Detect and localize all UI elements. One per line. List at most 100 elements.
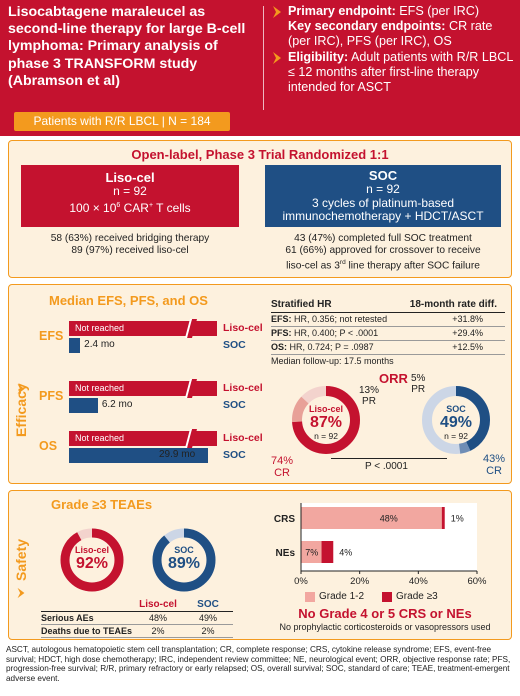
abbreviations-footnote: ASCT, autologous hematopoietic stem cell…	[6, 645, 511, 683]
trial-title: Open-label, Phase 3 Trial Randomized 1:1	[131, 147, 389, 162]
soc-bar	[69, 448, 209, 463]
orr-liso-pr: 13% PR	[359, 385, 380, 407]
liso-cel-label: Liso-cel	[223, 432, 263, 444]
teae-soc-donut	[152, 528, 216, 592]
liso-cel-bar: Not reached	[69, 431, 217, 446]
endpoint-label: EFS	[39, 329, 64, 343]
page-title: Lisocabtagene maraleucel as second-line …	[8, 4, 246, 89]
orr-soc-text: SOC 49% n = 92	[439, 404, 473, 441]
soc-label: SOC	[223, 339, 246, 351]
orr-liso-text: Liso-cel 87% n = 92	[308, 404, 343, 441]
population-pill: Patients with R/R LBCL | N = 184	[14, 112, 230, 131]
efficacy-box: Efficacy Median EFS, PFS, and OS EFS Not …	[8, 284, 512, 484]
soc-notes: 43 (47%) completed full SOC treatment 61…	[261, 233, 505, 273]
orr-pr-arc	[292, 386, 360, 454]
arm-soc: SOC n = 92 3 cycles of platinum-based im…	[265, 165, 501, 227]
endpoint-secondary: Key secondary endpoints: CR rate (per IR…	[270, 19, 518, 49]
soc-value: 6.2 mo	[101, 399, 133, 410]
safety-box: Safety Grade ≥3 TEAEs Liso-cel 92% SOC 8…	[8, 490, 512, 640]
liso-cel-bar: Not reached	[69, 321, 217, 336]
legend-label: Grade ≥3	[396, 591, 438, 602]
soc-value: 2.4 mo	[84, 339, 115, 350]
chart-legend: Grade 1-2 Grade ≥3	[305, 591, 438, 602]
teae-soc-text: SOC 89%	[167, 545, 201, 572]
endpoint-key: Eligibility:	[288, 49, 349, 64]
endpoint-key: Key secondary endpoints:	[288, 19, 446, 34]
arm-name: Liso-cel	[105, 170, 155, 185]
teae-arc	[152, 528, 216, 592]
endpoint-text: EFS (per IRC)	[395, 4, 480, 18]
no-grade-4-statement: No Grade 4 or 5 CRS or NEs	[298, 606, 472, 621]
header-divider	[263, 6, 264, 110]
data-label: 1%	[451, 514, 464, 524]
grade12-bar	[301, 541, 322, 563]
category-label: NEs	[276, 548, 296, 559]
soc-label: SOC	[223, 449, 246, 461]
endpoint-label: PFS	[39, 389, 64, 403]
note-line: liso-cel as 3rd line therapy after SOC f…	[286, 259, 480, 272]
liso-cel-notes: 58 (63%) received bridging therapy 89 (9…	[21, 233, 239, 257]
chevron-right-icon	[17, 587, 25, 599]
liso-cel-label: Liso-cel	[223, 322, 263, 334]
efficacy-subtitle: Median EFS, PFS, and OS	[49, 293, 208, 308]
trial-design-box: Open-label, Phase 3 Trial Randomized 1:1…	[8, 140, 512, 278]
axis-break-icon	[185, 429, 197, 448]
axis-break-icon	[185, 379, 197, 398]
orr-cr-arc	[292, 386, 360, 454]
arm-name: SOC	[368, 168, 398, 183]
header-banner: Lisocabtagene maraleucel as second-line …	[0, 0, 520, 136]
grade3-bar	[441, 507, 445, 529]
soc-bar	[69, 338, 81, 353]
table-row: Serious AEs 48% 49%	[41, 612, 233, 625]
arm-detail: 100 × 106 CAR+ T cells	[69, 200, 191, 215]
hr-footer: Median follow-up: 17.5 months	[271, 356, 394, 366]
table-row: Deaths due to TEAEs 2% 2%	[41, 625, 233, 638]
serious-ae-table: Liso-cel SOC Serious AEs 48% 49% Deaths due…	[41, 599, 233, 638]
no-prophylaxis-statement: No prophylactic corticosteroids or vasop…	[279, 622, 491, 632]
hr-row: EFS: HR, 0.356; not retested +31.8%	[271, 313, 505, 327]
grade3-bar	[321, 541, 334, 563]
endpoint-text: CR rate (per IRC), PFS (per IRC), OS	[288, 19, 493, 49]
hr-row: PFS: HR, 0.400; P < .0001 +29.4%	[271, 327, 505, 341]
arm-detail: immunochemotherapy + HDCT/ASCT	[282, 209, 484, 223]
legend-swatch-grade3	[382, 591, 393, 602]
orr-soc-pr: 5% PR	[411, 373, 426, 395]
arm-n: n = 92	[113, 184, 147, 198]
note-line: 89 (97%) received liso-cel	[71, 245, 189, 257]
endpoint-key: Primary endpoint:	[288, 4, 396, 18]
data-label: 4%	[339, 548, 352, 558]
soc-value: 29.9 mo	[159, 449, 196, 460]
liso-cel-bar: Not reached	[69, 381, 217, 396]
liso-cel-label: Liso-cel	[223, 382, 263, 394]
axis-break-icon	[185, 319, 197, 338]
category-label: CRS	[274, 514, 295, 525]
hr-table-header: Stratified HR 18-month rate diff.	[271, 299, 505, 313]
arm-detail: 3 cycles of platinum-based	[311, 195, 455, 210]
chevron-right-icon	[273, 51, 281, 64]
data-label: 48%	[380, 514, 398, 524]
teae-title: Grade ≥3 TEAEs	[51, 497, 153, 512]
x-tick-label: 0%	[294, 576, 308, 587]
orr-cr-arc	[422, 386, 490, 454]
arm-liso-cel: Liso-cel n = 92 100 × 106 CAR+ T cells	[21, 165, 239, 227]
endpoint-list: Primary endpoint: EFS (per IRC) Key seco…	[270, 4, 518, 95]
orr-soc-donut	[422, 386, 490, 454]
note-line: 43 (47%) completed full SOC treatment	[294, 233, 472, 244]
crs-ne-chart: CRS 48% 1% NEs 7% 4% 0% 20% 40% 60%	[274, 503, 487, 587]
endpoint-primary: Primary endpoint: EFS (per IRC)	[270, 4, 518, 19]
note-line: 58 (63%) received bridging therapy	[50, 233, 210, 244]
x-tick-label: 60%	[467, 576, 487, 587]
arm-n: n = 92	[366, 182, 400, 196]
legend-swatch-grade12	[305, 591, 315, 602]
chevron-right-icon	[273, 6, 281, 18]
x-tick-label: 20%	[350, 576, 370, 587]
teae-liso-donut	[60, 528, 124, 592]
sae-header: Liso-cel SOC	[41, 599, 233, 612]
endpoint-eligibility: Eligibility: Adult patients with R/R LBC…	[270, 50, 518, 96]
x-tick-label: 40%	[409, 576, 429, 587]
endpoint-label: OS	[39, 439, 58, 453]
hr-table: Stratified HR 18-month rate diff. EFS: HR…	[271, 299, 505, 368]
legend-label: Grade 1-2	[319, 591, 365, 602]
chevron-right-icon	[17, 383, 25, 395]
endpoint-text: Adult patients with R/R LBCL ≤ 12 months…	[288, 49, 513, 95]
